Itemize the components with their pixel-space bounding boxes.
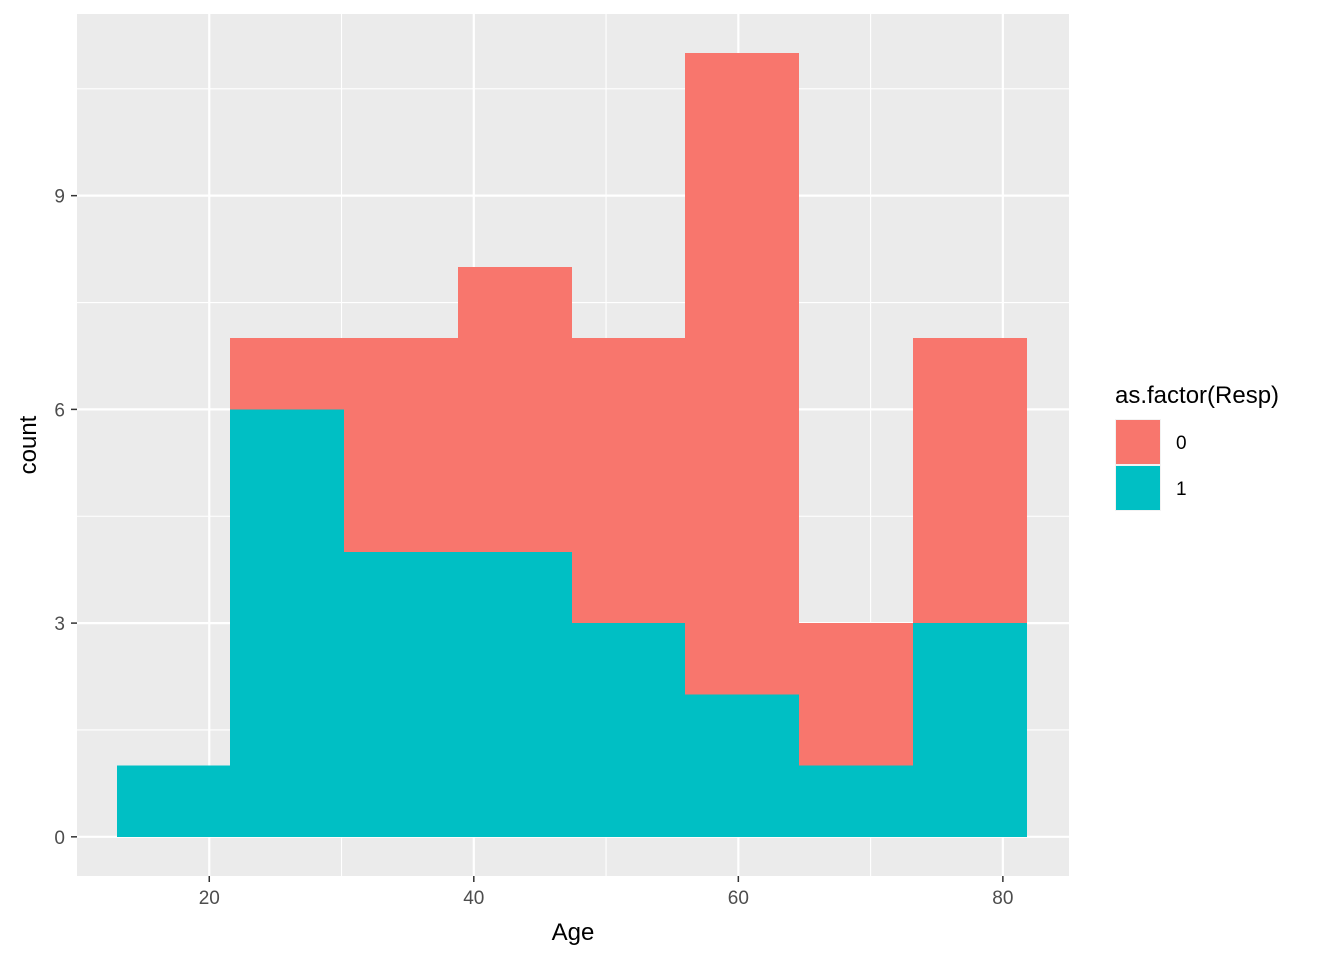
x-tick-label: 40 bbox=[463, 888, 484, 909]
legend-swatch-0 bbox=[1116, 420, 1160, 464]
bar-resp-1-bin-5 bbox=[572, 623, 685, 837]
y-tick-label: 0 bbox=[54, 828, 65, 849]
bar-resp-1-bin-2 bbox=[230, 409, 344, 837]
x-axis-title: Age bbox=[552, 919, 595, 946]
bar-resp-1-bin-4 bbox=[458, 551, 572, 837]
bar-resp-0-bin-2 bbox=[230, 338, 344, 410]
legend-label-1: 1 bbox=[1176, 479, 1187, 500]
legend: as.factor(Resp) 0 1 bbox=[1115, 382, 1279, 511]
x-tick-label: 80 bbox=[992, 888, 1013, 909]
y-axis-title: count bbox=[15, 415, 42, 474]
x-axis: 20 40 60 80 bbox=[199, 876, 1013, 909]
y-tick-label: 9 bbox=[54, 187, 65, 208]
legend-swatch-1 bbox=[1116, 466, 1160, 510]
bar-resp-1-bin-8 bbox=[913, 623, 1027, 837]
bar-resp-1-bin-6 bbox=[685, 694, 799, 837]
legend-title: as.factor(Resp) bbox=[1115, 382, 1279, 409]
y-tick-label: 3 bbox=[54, 614, 65, 635]
bar-resp-0-bin-5 bbox=[572, 338, 685, 624]
bar-resp-0-bin-6 bbox=[685, 53, 799, 695]
bar-resp-1-bin-3 bbox=[344, 551, 458, 837]
x-tick-label: 20 bbox=[199, 888, 220, 909]
legend-label-0: 0 bbox=[1176, 433, 1187, 454]
bar-resp-0-bin-7 bbox=[799, 623, 913, 766]
x-tick-label: 60 bbox=[728, 888, 749, 909]
bar-resp-0-bin-3 bbox=[344, 338, 458, 552]
y-tick-label: 6 bbox=[54, 400, 65, 421]
histogram-bars bbox=[117, 53, 1027, 837]
bar-resp-1-bin-7 bbox=[799, 765, 913, 837]
bar-resp-1-bin-1 bbox=[117, 765, 230, 837]
bar-resp-0-bin-4 bbox=[458, 266, 572, 552]
y-axis: 0 3 6 9 bbox=[54, 187, 77, 849]
bar-resp-0-bin-8 bbox=[913, 338, 1027, 624]
